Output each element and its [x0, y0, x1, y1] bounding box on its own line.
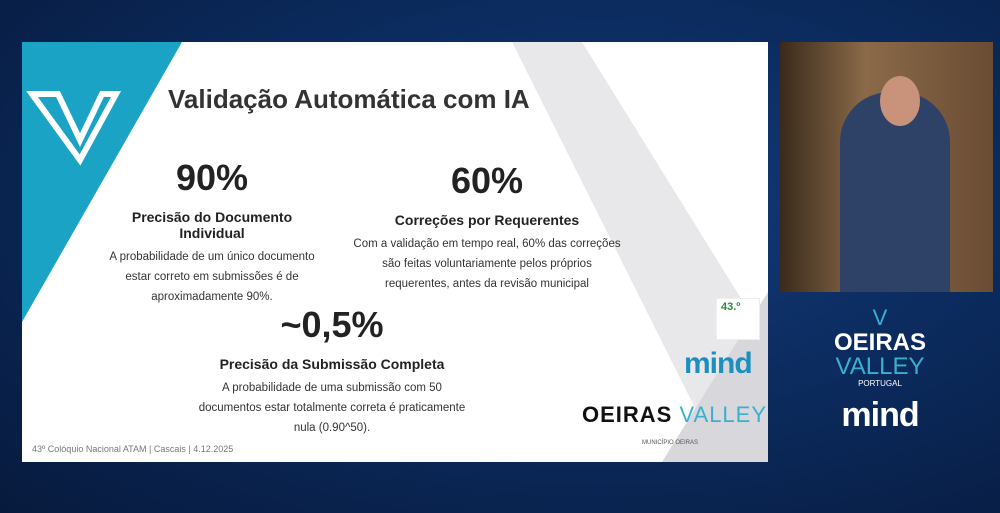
stat-individual: 90% Precisão do Documento Individual A p… — [102, 157, 322, 307]
stat-heading: Precisão da Submissão Completa — [219, 356, 445, 372]
v-icon: V — [872, 305, 888, 330]
stat-requerentes: 60% Correções por Requerentes Com a vali… — [353, 160, 621, 290]
slide-title: Validação Automática com IA — [168, 84, 530, 114]
mind-logo: mind — [841, 396, 919, 434]
speaker-camera — [780, 42, 993, 292]
stat-heading: Correções por Requerentes — [394, 212, 580, 228]
presentation-slide: Validação Automática com IA 90% Precisão… — [22, 42, 768, 462]
v-logo-icon — [26, 91, 122, 166]
slide-footer: 43º Colóquio Nacional ATAM | Cascais | 4… — [32, 444, 234, 454]
stat-submissao: ~0,5% Precisão da Submissão Completa A p… — [187, 304, 477, 438]
slide-decoration — [22, 42, 768, 462]
stat-value: 60% — [450, 160, 524, 201]
mind-logo: mind — [684, 347, 753, 380]
stat-heading: Precisão do Documento Individual — [131, 209, 293, 241]
sidebar-logo: V OEIRAS VALLEY PORTUGAL mind — [800, 305, 960, 435]
stat-value: 90% — [175, 157, 249, 198]
atam-badge: 43.º — [716, 298, 760, 340]
municipio-label: MUNICÍPIO OEIRAS — [642, 440, 699, 446]
stat-value: ~0,5% — [280, 304, 384, 345]
oeiras-valley-logo: OEIRAS VALLEY — [582, 402, 768, 427]
